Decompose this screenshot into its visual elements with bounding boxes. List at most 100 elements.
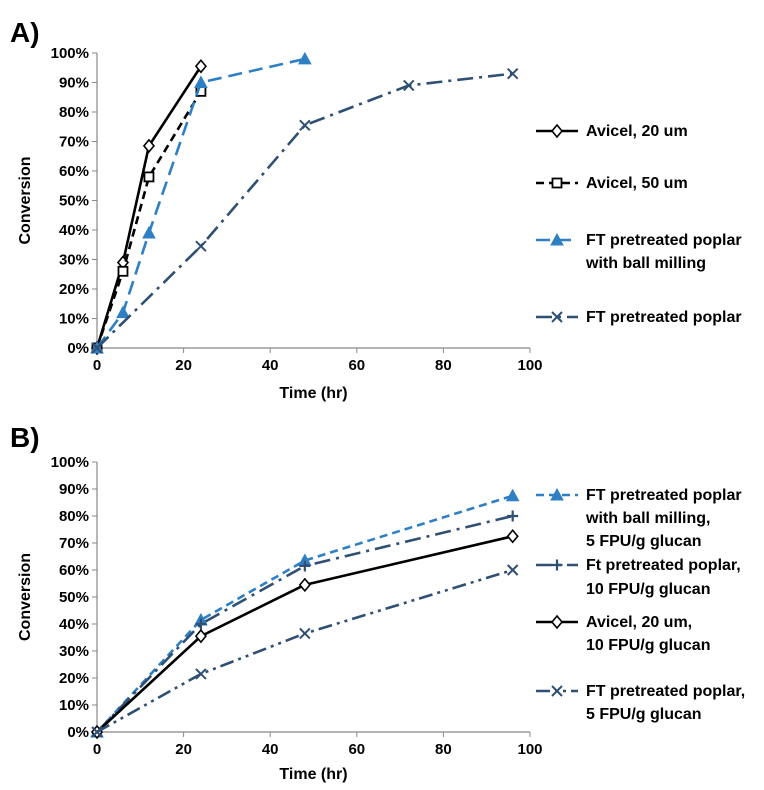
y-tick-label: 50% [59,589,89,606]
data-point [403,79,415,92]
data-point [91,726,103,738]
series-line [95,65,203,349]
x-tick-label: 80 [435,357,452,374]
legend-label: Ft pretreated poplar, [586,557,741,574]
series-3 [90,51,312,354]
y-tick-label: 80% [59,508,89,525]
x-tick-label: 80 [435,741,452,758]
y-axis-title: Conversion [17,156,34,244]
x-axis-title: Time (hr) [279,385,347,402]
y-tick-label: 90% [59,481,89,498]
legend-entry: FT pretreated poplar with ball milling, 5 … [536,487,742,550]
legend-entry: Avicel, 50 um [536,175,688,192]
x-tick-label: 100 [517,741,542,758]
legend-swatch-marker [550,123,564,139]
series-2 [91,510,519,738]
y-tick-label: 20% [59,670,89,687]
data-point [299,119,311,131]
data-point [91,342,103,354]
series-line [95,57,306,349]
data-point [299,627,311,640]
y-tick-label: 70% [59,535,89,552]
legend-label: 5 FPU/g glucan [586,706,702,723]
x-tick-label: 100 [517,357,542,374]
y-tick-label: 40% [59,616,89,633]
y-axis-title: Conversion [17,553,34,641]
data-point [297,51,312,65]
data-point [194,75,208,88]
legend-entry: FT pretreated poplar, 5 FPU/g glucan [536,683,745,723]
data-point [142,138,156,154]
y-tick-label: 70% [59,134,89,151]
x-tick-label: 0 [93,741,101,758]
legend-entry: Avicel, 20 um, 10 FPU/g glucan [536,614,710,654]
series-2 [91,85,207,354]
x-tick-label: 0 [93,357,101,374]
y-tick-label: 100% [51,454,89,471]
series-line [96,534,513,733]
legend-entry: Avicel, 20 um [536,123,688,140]
legend-label: FT pretreated poplar [586,309,742,326]
y-tick-label: 0% [67,340,89,357]
data-point [506,67,519,80]
legend-label: Avicel, 20 um [586,123,688,140]
legend-entry: Ft pretreated poplar, 10 FPU/g glucan [536,557,741,598]
x-tick-label: 40 [262,741,279,758]
y-tick-label: 30% [59,643,89,660]
panel-label: B) [10,422,40,453]
legend-swatch-marker [551,177,563,189]
legend-label: with ball milling [585,255,706,272]
legend-label: with ball milling, [585,510,710,527]
y-tick-label: 40% [59,222,89,239]
series-line [96,568,514,734]
data-point [116,305,130,319]
legend-label: FT pretreated poplar, [586,683,745,700]
legend-label: Avicel, 20 um, [586,614,692,631]
legend-label: 5 FPU/g glucan [586,533,702,550]
x-tick-label: 20 [175,741,192,758]
series-1 [90,488,520,738]
data-point [506,564,519,576]
data-point [506,529,519,544]
x-tick-label: 60 [348,741,365,758]
y-tick-label: 60% [59,562,89,579]
data-point [143,171,155,183]
series-4 [91,67,519,354]
legend-swatch-marker [551,311,563,323]
y-tick-label: 20% [59,281,89,298]
legend-entry: FT pretreated poplar [536,309,742,326]
data-point [117,265,129,277]
y-tick-label: 10% [59,697,89,714]
data-point [195,618,207,630]
data-point [195,668,207,680]
chart-panel-a: A) 0% 10% 20% 30% 40% 50% 60% 70% 80% 90% 100% 0 20 40… [10,17,742,402]
y-tick-label: 90% [59,75,89,92]
data-point [299,560,311,572]
legend-label: Avicel, 50 um [586,175,688,192]
data-point [194,628,207,644]
y-tick-label: 100% [51,45,89,62]
legend-label: 10 FPU/g glucan [586,637,710,654]
x-tick-label: 20 [175,357,192,374]
data-point [298,577,311,593]
y-tick-label: 30% [59,252,89,269]
legend-swatch-marker [551,559,563,571]
y-tick-label: 80% [59,104,89,121]
series-4 [91,564,519,738]
data-point [195,240,207,252]
y-tick-label: 50% [59,193,89,210]
legend-swatch-marker [550,232,564,246]
legend-label: FT pretreated poplar [586,487,742,504]
y-tick-label: 60% [59,163,89,180]
series-line [96,72,513,349]
data-point [507,510,519,522]
series-line [96,514,513,733]
data-point [505,488,520,502]
data-point [194,59,207,74]
data-point [142,225,156,239]
series-line [96,494,514,733]
y-tick-label: 0% [67,724,89,741]
y-tick-label: 10% [59,311,89,328]
